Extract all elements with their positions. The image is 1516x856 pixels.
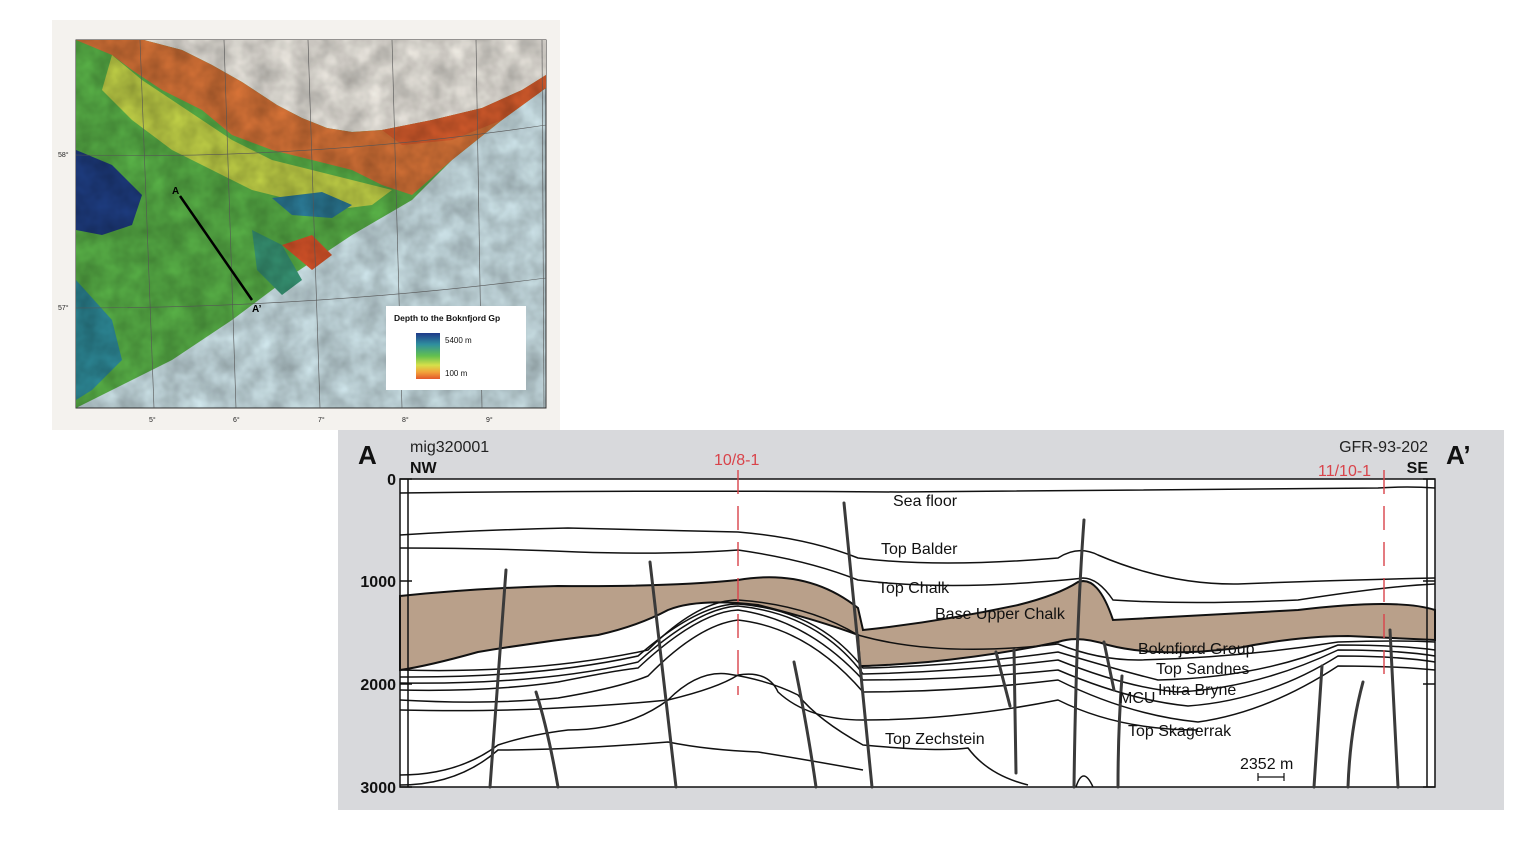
label-top-skagerrak: Top Skagerrak [1128,723,1232,740]
depth-tick-2000: 2000 [360,677,396,694]
cross-section: 10/8-1 11/10-1 0 1000 2000 3000 A A’ mig… [358,439,1471,797]
label-top-chalk: Top Chalk [878,580,950,597]
horizon-top-zechstein [399,672,1029,786]
fault-12 [1346,680,1365,789]
fault-4 [792,660,818,789]
depth-map-panel: 58° 57° 5° 6° 7° 8° 9° A A’ Depth to the… [52,20,560,430]
depth-tick-3000: 3000 [360,780,396,797]
fault-7 [1012,648,1018,775]
horizon-deep-2 [399,741,864,786]
fault-2 [534,690,560,789]
fault-5 [842,501,874,789]
horizon-deep-3 [1075,775,1094,788]
label-intra-bryne: Intra Bryne [1158,682,1236,699]
left-seismic-line: mig320001 [410,439,489,456]
lon-label-6: 6° [233,416,240,424]
boknfjord-band [399,576,1436,672]
horizon-mcu [399,609,1436,707]
depth-tick-1000: 1000 [360,574,396,591]
well-label-10-8-1: 10/8-1 [714,452,759,469]
horizon-top-skagerrak [399,619,1436,723]
map-legend: Depth to the Boknfjord Gp 5400 m 100 m [386,306,526,390]
well-label-11-10-1: 11/10-1 [1318,463,1371,480]
horizon-base-upper-chalk [399,599,1436,672]
fault-11 [1312,664,1324,789]
lon-label-9: 9° [486,416,493,424]
scale-bar: 2352 m [1240,756,1293,781]
wells [737,470,1385,695]
lat-label-58: 58° [58,151,69,159]
lon-label-7: 7° [318,416,325,424]
lon-label-5: 5° [149,416,156,424]
legend-title: Depth to the Boknfjord Gp [394,313,500,323]
horizons [399,486,1436,788]
horizon-top-balder [399,527,1436,585]
fault-6 [994,650,1012,708]
label-sea-floor: Sea floor [893,493,958,510]
lat-label-57: 57° [58,304,69,312]
direction-se: SE [1407,460,1429,477]
horizon-intra-bryne [399,605,1436,693]
section-label-a-prime: A’ [1446,440,1471,470]
horizon-top-chalk [399,547,1436,604]
depth-tick-0: 0 [387,472,396,489]
lon-label-8: 8° [402,416,409,424]
legend-color-bar [416,333,440,379]
fault-13 [1388,628,1400,789]
depth-map: 58° 57° 5° 6° 7° 8° 9° A A’ Depth to the… [58,39,547,424]
fault-9 [1102,640,1116,692]
depth-axis [400,478,1435,788]
fault-8 [1072,518,1086,789]
horizon-sea-floor [399,486,1436,494]
label-boknfjord: Boknfjord Group [1138,641,1255,658]
legend-max-label: 5400 m [445,336,472,345]
right-seismic-line: GFR-93-202 [1339,439,1428,456]
faults [488,501,1400,789]
cross-section-panel: 10/8-1 11/10-1 0 1000 2000 3000 A A’ mig… [338,430,1504,810]
fault-1 [488,568,508,789]
label-top-balder: Top Balder [881,541,958,558]
fault-10 [1116,674,1124,789]
horizon-top-sandnes [399,603,1436,681]
profile-label-a-prime: A’ [252,304,262,315]
depth-surface [76,40,546,408]
fault-3 [648,560,678,789]
label-top-zechstein: Top Zechstein [885,731,985,748]
scale-bar-label: 2352 m [1240,756,1293,773]
label-top-sandnes: Top Sandnes [1156,661,1249,678]
direction-nw: NW [410,460,438,477]
section-label-a: A [358,440,377,470]
legend-min-label: 100 m [445,369,468,378]
label-mcu: MCU [1119,690,1155,707]
label-base-upper-chalk: Base Upper Chalk [935,606,1066,623]
profile-label-a: A [172,186,179,197]
profile-line [178,195,254,301]
